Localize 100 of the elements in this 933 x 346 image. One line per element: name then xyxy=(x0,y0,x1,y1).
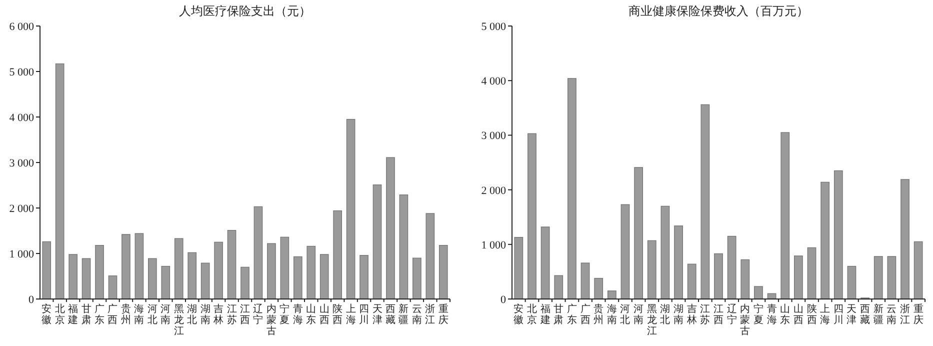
bar xyxy=(847,266,856,300)
x-tick-label: 山东 xyxy=(780,303,790,326)
y-tick-label: 4 000 xyxy=(481,76,506,88)
bar xyxy=(794,256,803,300)
bar xyxy=(42,241,52,300)
bar xyxy=(754,286,763,300)
bar xyxy=(214,242,223,300)
bar xyxy=(528,133,536,300)
bar xyxy=(294,256,302,300)
x-tick-label: 四川 xyxy=(359,304,370,326)
bar xyxy=(148,258,157,300)
x-tick-label: 辽宁 xyxy=(726,303,737,326)
bar xyxy=(372,184,382,300)
bar xyxy=(607,290,616,300)
bar xyxy=(887,256,896,300)
x-tick-label: 安徽 xyxy=(42,303,52,326)
bar xyxy=(200,262,210,300)
bar xyxy=(333,210,342,300)
bar xyxy=(227,230,236,300)
x-tick-label: 江西 xyxy=(240,303,250,326)
bar xyxy=(95,245,104,300)
bar xyxy=(834,170,843,300)
bar xyxy=(914,241,923,300)
x-tick-label: 贵州 xyxy=(120,303,131,326)
x-tick-label: 福建 xyxy=(539,303,550,326)
x-tick-label: 浙江 xyxy=(425,303,436,326)
x-tick-label: 青海 xyxy=(766,303,777,326)
bar xyxy=(700,104,710,300)
x-tick-label: 江西 xyxy=(714,303,724,326)
bar xyxy=(820,182,830,300)
bar xyxy=(438,245,448,300)
x-tick-label: 宁夏 xyxy=(753,303,764,326)
bar xyxy=(254,206,263,300)
x-tick-label: 福建 xyxy=(67,303,78,326)
bar xyxy=(594,278,604,300)
bar xyxy=(360,255,368,300)
x-tick-label: 天津 xyxy=(372,304,382,326)
x-tick-label: 湖南 xyxy=(200,303,210,326)
x-tick-label: 内蒙古 xyxy=(266,303,276,337)
x-tick-label: 海南 xyxy=(134,303,144,326)
x-tick-label: 辽宁 xyxy=(253,303,264,326)
bar xyxy=(240,266,250,300)
x-tick-label: 浙江 xyxy=(900,303,910,326)
x-tick-label: 安徽 xyxy=(514,303,524,326)
x-tick-label: 上海 xyxy=(346,303,356,326)
x-tick-label: 河北 xyxy=(147,303,158,326)
y-tick-label: 0 xyxy=(500,294,506,306)
x-tick-label: 北京 xyxy=(526,303,537,326)
y-tick-label: 5 000 xyxy=(481,21,506,33)
x-tick-label: 山西 xyxy=(319,303,330,326)
x-tick-label: 上海 xyxy=(820,303,830,326)
bar xyxy=(346,118,356,300)
x-tick-label: 吉林 xyxy=(212,303,224,326)
x-tick-label: 广西 xyxy=(580,303,590,326)
x-tick-label: 陕西 xyxy=(332,303,343,326)
x-tick-label: 四川 xyxy=(833,304,844,326)
chart-title: 人均医疗保险支出（元） xyxy=(179,4,311,18)
y-tick-label: 2 000 xyxy=(9,203,34,215)
y-tick-label: 1 000 xyxy=(481,239,506,252)
x-tick-label: 青海 xyxy=(292,303,303,326)
y-tick-label: 3 000 xyxy=(9,158,34,170)
x-tick-label: 新疆 xyxy=(873,303,884,326)
x-tick-label: 重庆 xyxy=(438,303,448,326)
x-tick-label: 山东 xyxy=(306,303,316,326)
y-tick-label: 1 000 xyxy=(9,248,34,260)
x-tick-label: 内蒙古 xyxy=(740,303,750,337)
bar xyxy=(161,266,170,300)
bar xyxy=(122,234,130,300)
x-tick-label: 湖南 xyxy=(674,303,684,326)
x-tick-label: 江苏 xyxy=(700,303,710,326)
bar xyxy=(727,236,736,300)
x-tick-label: 宁夏 xyxy=(280,303,290,326)
bar xyxy=(68,254,78,300)
bar xyxy=(188,252,196,300)
y-tick-label: 4 000 xyxy=(9,112,34,124)
bar xyxy=(568,78,576,300)
y-tick-label: 2 000 xyxy=(481,184,506,197)
x-tick-label: 西藏 xyxy=(385,304,396,326)
x-tick-label: 北京 xyxy=(54,303,65,326)
y-tick-label: 0 xyxy=(28,294,34,306)
bar xyxy=(647,240,656,300)
bar xyxy=(620,204,630,300)
bar xyxy=(306,246,316,300)
bar xyxy=(780,132,790,300)
bar xyxy=(674,226,683,300)
x-tick-label: 天津 xyxy=(846,304,857,326)
bar xyxy=(540,226,550,300)
bar xyxy=(280,236,290,300)
bar xyxy=(412,258,422,300)
bar xyxy=(660,206,670,300)
x-tick-label: 云南 xyxy=(412,304,422,326)
bar xyxy=(267,243,276,300)
bar xyxy=(634,167,643,300)
bar xyxy=(874,256,883,300)
bar xyxy=(386,157,395,300)
bar xyxy=(55,63,64,300)
y-tick-label: 6 000 xyxy=(9,21,34,33)
bar xyxy=(108,275,118,300)
x-tick-label: 西藏 xyxy=(860,304,870,326)
x-tick-label: 贵州 xyxy=(594,303,604,326)
